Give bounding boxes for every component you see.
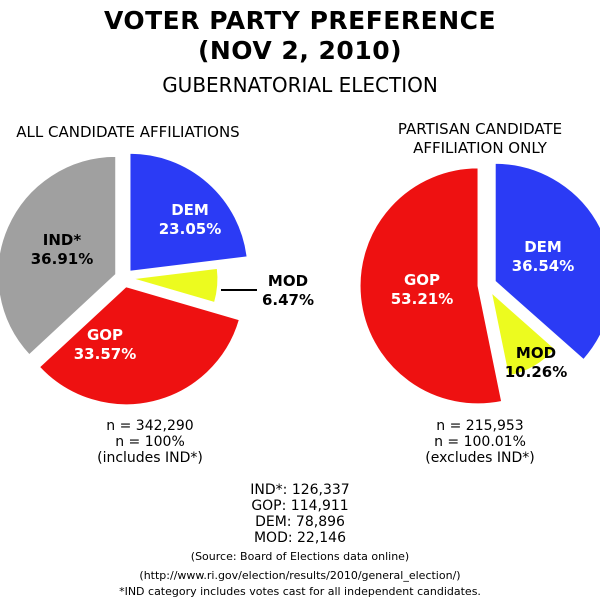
pie1-label-gop: GOP — [87, 326, 123, 344]
pie1-value-dem: 23.05% — [159, 220, 221, 238]
left-pie-note-2: n = 100% — [115, 434, 185, 450]
pie2-value-gop: 53.21% — [391, 290, 453, 308]
right-pie-title-line-1: PARTISAN CANDIDATE — [397, 120, 563, 138]
pie2-label-mod: MOD — [516, 344, 556, 362]
left-pie-notes: n = 342,290 n = 100% (includes IND*) — [70, 418, 230, 466]
pie1-label-dem: DEM — [171, 201, 209, 219]
right-pie-title: PARTISAN CANDIDATE AFFILIATION ONLY — [360, 120, 600, 158]
right-pie-note-2: n = 100.01% — [434, 434, 526, 450]
pie1-value-gop: 33.57% — [74, 345, 136, 363]
pie2-label-gop: GOP — [404, 271, 440, 289]
source-note: (Source: Board of Elections data online) — [190, 550, 410, 563]
left-pie-title: ALL CANDIDATE AFFILIATIONS — [16, 123, 240, 141]
pie2-value-dem: 36.54% — [512, 257, 574, 275]
footnote: *IND category includes votes cast for al… — [119, 585, 481, 598]
vote-total-mod: MOD: 22,146 — [253, 530, 347, 546]
vote-total-dem: DEM: 78,896 — [255, 514, 345, 530]
pie1-value-ind: 36.91% — [31, 250, 93, 268]
source-url: (http://www.ri.gov/election/results/2010… — [139, 569, 461, 582]
right-pie-note-3: (excludes IND*) — [425, 450, 535, 466]
pie2-slice-mod — [490, 291, 556, 377]
left-pie-note-3: (includes IND*) — [97, 450, 203, 466]
right-pie-note-1: n = 215,953 — [436, 418, 524, 434]
chart-subtitle: GUBERNATORIAL ELECTION — [162, 73, 438, 97]
pie1-slice-ind — [0, 155, 117, 356]
pie2-value-mod: 10.26% — [505, 363, 567, 381]
vote-total-gop: GOP: 114,911 — [251, 498, 349, 514]
pie1-label-mod: MOD — [268, 272, 308, 290]
pie1-slice-dem — [129, 152, 248, 272]
chart-title-line-2: (NOV 2, 2010) — [197, 36, 403, 65]
pie2-label-dem: DEM — [524, 238, 562, 256]
vote-totals: IND*: 126,337 GOP: 114,911 DEM: 78,896 M… — [200, 482, 400, 546]
vote-total-ind: IND*: 126,337 — [250, 482, 350, 498]
pie1-slice-mod — [132, 267, 219, 304]
pie2-slice-dem — [494, 162, 600, 361]
left-pie-note-1: n = 342,290 — [106, 418, 194, 434]
pie1-slice-gop — [38, 286, 240, 406]
right-pie-notes: n = 215,953 n = 100.01% (excludes IND*) — [395, 418, 565, 466]
right-pie-title-line-2: AFFILIATION ONLY — [413, 139, 547, 157]
pie1-value-mod: 6.47% — [262, 291, 314, 309]
pie1-label-ind: IND* — [43, 231, 82, 249]
pie2-slice-gop — [359, 167, 503, 405]
chart-title-line-1: VOTER PARTY PREFERENCE — [103, 6, 497, 35]
